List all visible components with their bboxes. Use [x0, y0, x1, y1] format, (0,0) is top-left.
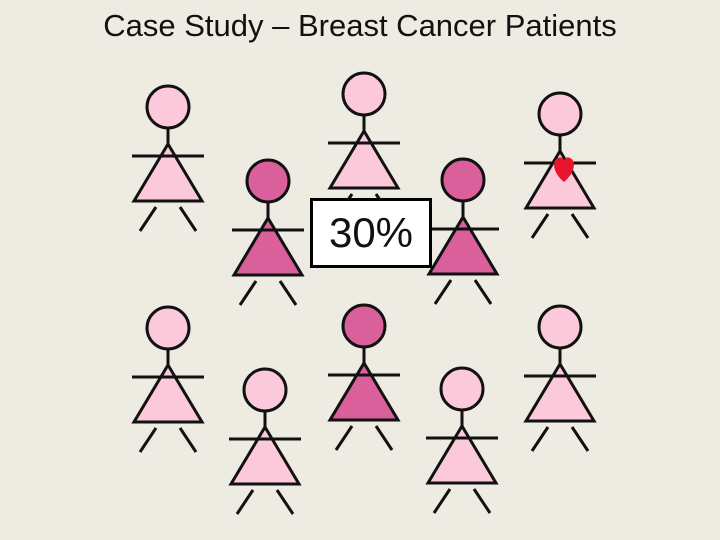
figure-right-leg: [178, 206, 198, 232]
figure-left-leg: [530, 426, 550, 452]
figure-body: [523, 148, 597, 210]
figure-head: [242, 367, 288, 413]
slide-title: Case Study – Breast Cancer Patients: [103, 8, 617, 43]
patient-figure: [523, 91, 597, 239]
figure-body: [327, 360, 401, 422]
figure-right-leg: [275, 489, 295, 515]
affected-patient-figure: [231, 158, 305, 306]
figure-left-leg: [238, 280, 258, 306]
figure-head: [341, 71, 387, 117]
figure-left-leg: [432, 488, 452, 514]
patient-figure: [523, 304, 597, 452]
patient-figure: [131, 84, 205, 232]
patient-figure: [131, 305, 205, 453]
patient-figure: [425, 366, 499, 514]
figure-body: [231, 215, 305, 277]
figure-left-leg: [530, 213, 550, 239]
figure-body: [327, 128, 401, 190]
figure-head: [145, 305, 191, 351]
figure-right-leg: [278, 280, 298, 306]
figure-body: [523, 361, 597, 423]
figure-head: [245, 158, 291, 204]
figure-body: [228, 424, 302, 486]
figure-body: [426, 214, 500, 276]
figure-right-leg: [178, 427, 198, 453]
figure-right-leg: [570, 426, 590, 452]
figure-head: [341, 303, 387, 349]
percentage-callout: 30%: [310, 198, 432, 268]
affected-patient-figure: [426, 157, 500, 305]
figure-head: [537, 91, 583, 137]
figure-right-leg: [570, 213, 590, 239]
heart-icon: [554, 157, 574, 182]
figure-right-leg: [472, 488, 492, 514]
figure-body: [131, 362, 205, 424]
figure-left-leg: [138, 206, 158, 232]
patient-figure: [327, 71, 401, 219]
figure-head: [537, 304, 583, 350]
figure-head: [439, 366, 485, 412]
figure-right-leg: [374, 425, 394, 451]
figure-left-leg: [235, 489, 255, 515]
figure-left-leg: [433, 279, 453, 305]
patient-figure: [228, 367, 302, 515]
figure-head: [440, 157, 486, 203]
figure-left-leg: [334, 425, 354, 451]
affected-patient-figure: [327, 303, 401, 451]
figure-right-leg: [473, 279, 493, 305]
figure-body: [425, 423, 499, 485]
figure-head: [145, 84, 191, 130]
figure-left-leg: [138, 427, 158, 453]
figure-body: [131, 141, 205, 203]
